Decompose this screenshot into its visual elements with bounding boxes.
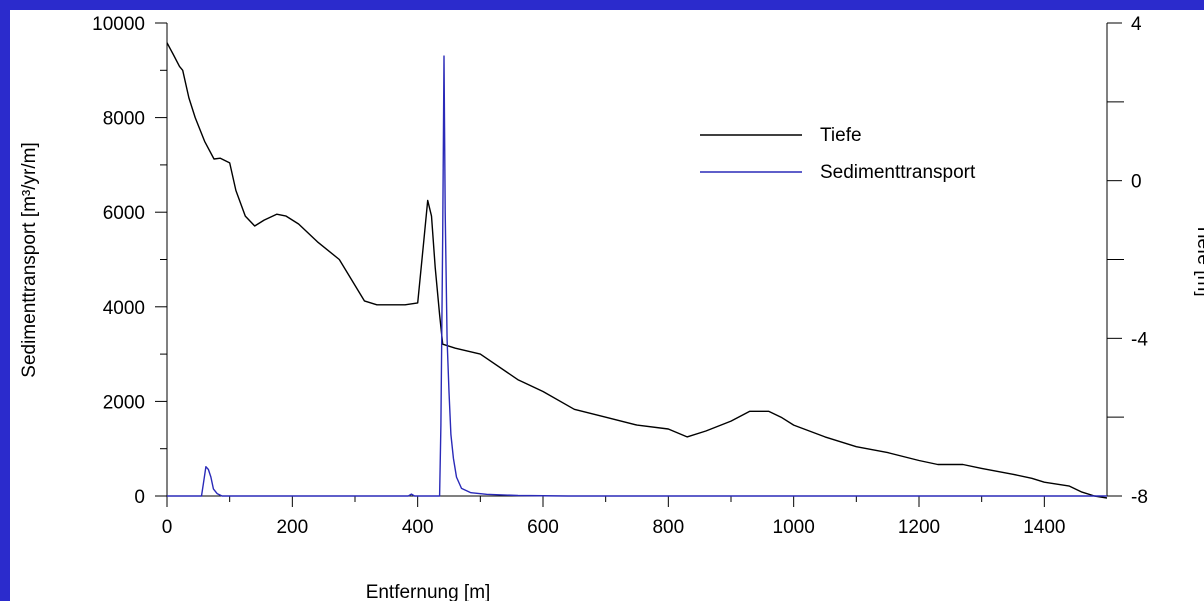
- x-tick-label: 800: [652, 517, 684, 538]
- x-tick-label: 400: [402, 517, 434, 538]
- y-tick-label: 6000: [103, 203, 145, 224]
- axis-titles: Entfernung [m] Sedimenttransport [m³/yr/…: [19, 142, 1204, 601]
- series-line-sedimenttransport: [167, 55, 1107, 497]
- x-tick-label: 600: [527, 517, 559, 538]
- y2-tick-label: -8: [1131, 487, 1148, 508]
- legend: Tiefe Sedimenttransport: [700, 125, 976, 183]
- series-line-tiefe: [166, 42, 1108, 499]
- x-tick-label: 1000: [773, 517, 815, 538]
- y2-tick-label: 0: [1131, 172, 1142, 193]
- y2-axis-title: Tiefe [m]: [1193, 223, 1204, 296]
- y-tick-label: 8000: [103, 109, 145, 130]
- y-tick-label: 10000: [92, 14, 145, 35]
- sediment-depth-chart: 0 200 400 600 800 1000 1200 1400 0 2000 4000 6000 80…: [19, 14, 1204, 601]
- x-axis-title: Entfernung [m]: [366, 582, 491, 601]
- y-tick-label: 0: [134, 487, 145, 508]
- y2-tick-label: 4: [1131, 14, 1142, 35]
- x-tick-label: 1200: [898, 517, 940, 538]
- axes: 0 200 400 600 800 1000 1200 1400 0 2000 4000 6000 80…: [92, 14, 1148, 538]
- y-tick-label: 4000: [103, 298, 145, 319]
- y2-tick-label: -4: [1131, 329, 1148, 350]
- legend-label-tiefe: Tiefe: [820, 125, 862, 146]
- chart-frame: 0 200 400 600 800 1000 1200 1400 0 2000 4000 6000 80…: [10, 10, 1204, 601]
- y-tick-label: 2000: [103, 392, 145, 413]
- x-tick-label: 200: [276, 517, 308, 538]
- plot-area: [166, 42, 1108, 499]
- x-tick-label: 0: [162, 517, 173, 538]
- y-axis-title: Sedimenttransport [m³/yr/m]: [19, 142, 40, 377]
- legend-label-sedimenttransport: Sedimenttransport: [820, 162, 976, 183]
- x-tick-label: 1400: [1023, 517, 1065, 538]
